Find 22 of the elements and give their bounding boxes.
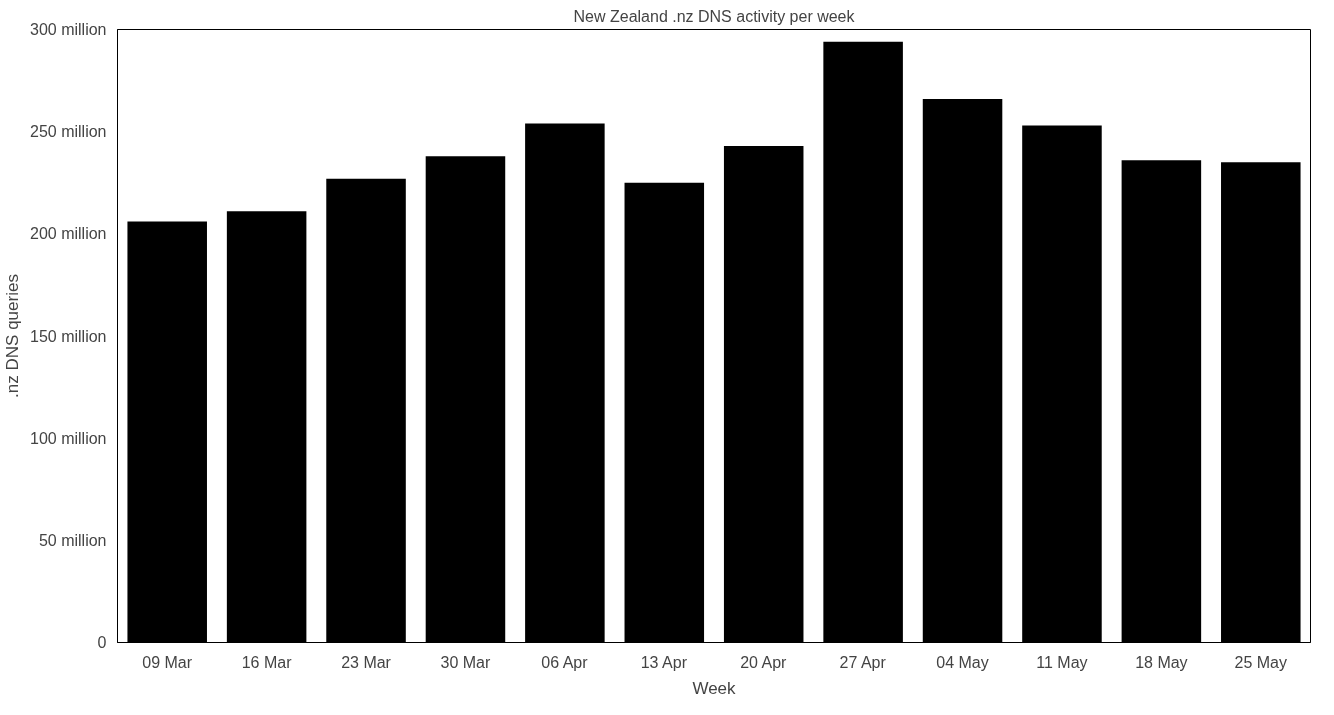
x-tick-label: 23 Mar [341, 653, 392, 671]
x-tick-label: 11 May [1036, 653, 1088, 671]
y-tick-label: 50 million [38, 531, 107, 549]
x-axis-title: Week [692, 678, 737, 698]
x-tick-label: 20 Apr [740, 653, 788, 671]
x-tick-label: 04 May [936, 653, 989, 671]
x-tick-label: 18 May [1135, 653, 1188, 671]
y-tick-label: 0 [97, 634, 107, 651]
y-tick-label: 150 million [30, 327, 107, 345]
x-tick-label: 09 Mar [142, 653, 193, 671]
x-tick-label: 30 Mar [440, 653, 492, 671]
x-tick-label: 27 Apr [839, 653, 887, 671]
y-axis-title: .nz DNS queries [3, 274, 23, 398]
x-tick-label: 13 Apr [640, 653, 688, 671]
chart-title: New Zealand .nz DNS activity per week [573, 7, 856, 25]
x-tick-label: 16 Mar [241, 653, 293, 671]
y-tick-label: 200 million [30, 225, 107, 243]
y-tick-label: 300 million [30, 21, 107, 38]
x-tick-label: 25 May [1234, 653, 1288, 671]
y-tick-label: 100 million [30, 429, 107, 447]
x-tick-label: 06 Apr [541, 653, 589, 671]
y-tick-label: 250 million [30, 123, 107, 141]
